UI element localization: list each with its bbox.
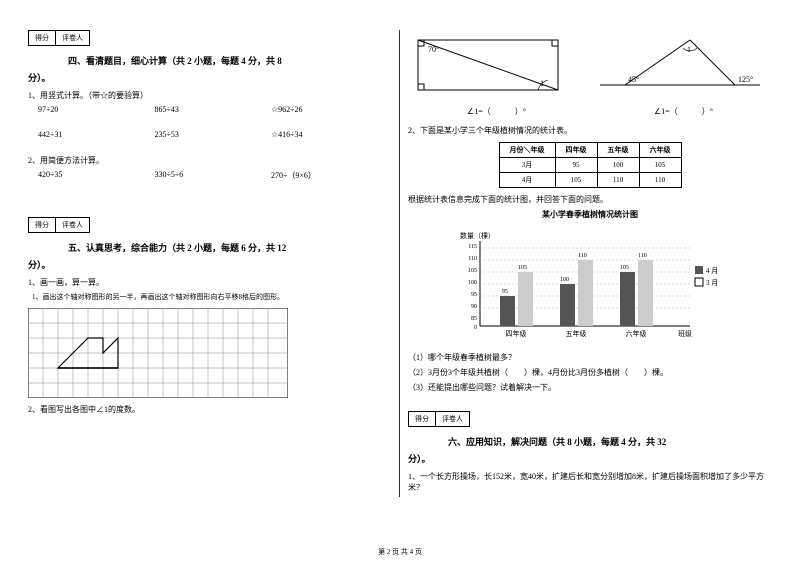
q1-text: 1、用竖式计算。（带☆的要验算） [28,90,391,101]
rect-angle-figure: 70° 1 [408,30,568,100]
stat-table: 月份＼年级四年级五年级六年级 3月95100105 4月105110110 [499,142,682,188]
calc: 235÷53 [154,130,270,139]
stat-q1: （1）哪个年级春季植树最多？ [408,352,772,363]
calc: 420÷35 [38,170,154,181]
score-label: 得分 [29,31,56,45]
svg-text:五年级: 五年级 [566,329,587,338]
angle2-label: ∠1=（ ）° [595,106,772,117]
q5-1: 1、画一画，算一算。 [28,277,391,288]
svg-text:4 月: 4 月 [706,267,718,275]
left-column: 得分 评卷人 四、看清题目，细心计算（共 2 小题，每题 4 分，共 8 分）。… [20,30,400,497]
svg-text:110: 110 [638,253,647,259]
angle-70: 70° [428,45,439,54]
grid-drawing [28,308,391,398]
q6-1: 1、一个长方形操场，长152米，宽40米，扩建后长和宽分别增加8米，扩建后操场面… [408,471,772,493]
section4-title: 四、看清题目，细心计算（共 2 小题，每题 4 分，共 8 [68,54,391,67]
section4-suffix: 分）。 [28,71,391,84]
svg-text:90: 90 [471,304,477,310]
angle-figures: 70° 1 ∠1=（ ）° 45° 125° 1 ∠1=（ ）° [408,30,772,121]
q5-2: 2、看图写出各图中∠1的度数。 [28,404,391,415]
calc: 865÷43 [154,105,270,114]
stat-q3: （3）还能提出哪些问题？试着解决一下。 [408,382,772,393]
grader-label: 评卷人 [56,31,89,45]
calc-row3: 420÷35 330÷5÷6 270÷（9×6） [38,170,391,181]
svg-text:数量（棵）: 数量（棵） [460,231,495,240]
svg-text:100: 100 [468,280,477,286]
calc: 97÷20 [38,105,154,114]
grader-label: 评卷人 [56,218,89,232]
bar-chart: 数量（棵） 115 110 105 100 95 90 85 0 95 105 100 110… [450,226,730,346]
calc-row2: 442÷31 235÷53 ☆416÷34 [38,130,391,139]
section5-suffix: 分）。 [28,258,391,271]
section5-title: 五、认真思考，综合能力（共 2 小题，每题 6 分，共 12 [68,241,391,254]
svg-text:六年级: 六年级 [626,329,647,338]
svg-text:四年级: 四年级 [506,329,527,338]
calc: ☆416÷34 [271,130,387,139]
score-label: 得分 [409,412,436,426]
chart-title: 某小学春季植树情况统计图 [408,209,772,220]
section6-suffix: 分）。 [408,452,772,465]
svg-text:110: 110 [468,256,477,262]
score-box3: 得分 评卷人 [408,411,470,427]
score-label: 得分 [29,218,56,232]
calc: 270÷（9×6） [271,170,387,181]
svg-text:班级: 班级 [678,329,692,338]
angle1-label: ∠1=（ ）° [408,106,585,117]
stat-intro: 2、下面是某小学三个年级植树情况的统计表。 [408,125,772,136]
svg-text:105: 105 [468,268,477,274]
svg-text:105: 105 [620,265,629,271]
stat-note: 根据统计表信息完成下面的统计图，并回答下面的问题。 [408,194,772,205]
svg-text:3 月: 3 月 [706,279,718,287]
page-footer: 第 2 页 共 4 页 [0,547,800,557]
stat-q2: （2）3月份3个年级共植树（ ）棵，4月份比3月份多植树（ ）棵。 [408,367,772,378]
section6-title: 六、应用知识，解决问题（共 8 小题，每题 4 分，共 32 [448,435,772,448]
q5-1a: 1、画出这个轴对称图形的另一半，再画出这个轴对称图形向右平移8格后的图形。 [32,292,391,302]
svg-text:45°: 45° [628,75,639,84]
svg-text:0: 0 [474,325,477,331]
svg-text:1: 1 [687,45,691,54]
svg-text:95: 95 [502,289,508,295]
tri-angle-figure: 45° 125° 1 [595,30,765,100]
calc: ☆962÷26 [271,105,387,114]
svg-text:110: 110 [578,253,587,259]
calc: 330÷5÷6 [154,170,270,181]
svg-text:105: 105 [518,265,527,271]
svg-text:100: 100 [560,277,569,283]
score-box2: 得分 评卷人 [28,217,90,233]
svg-text:115: 115 [468,244,477,250]
right-column: 70° 1 ∠1=（ ）° 45° 125° 1 ∠1=（ ）° 2、下面是某小… [400,30,780,497]
q2-text: 2、用简便方法计算。 [28,155,391,166]
calc: 442÷31 [38,130,154,139]
grader-label: 评卷人 [436,412,469,426]
calc-row1: 97÷20 865÷43 ☆962÷26 [38,105,391,114]
svg-text:125°: 125° [738,75,753,84]
svg-text:95: 95 [471,292,477,298]
score-box: 得分 评卷人 [28,30,90,46]
svg-text:85: 85 [471,316,477,322]
